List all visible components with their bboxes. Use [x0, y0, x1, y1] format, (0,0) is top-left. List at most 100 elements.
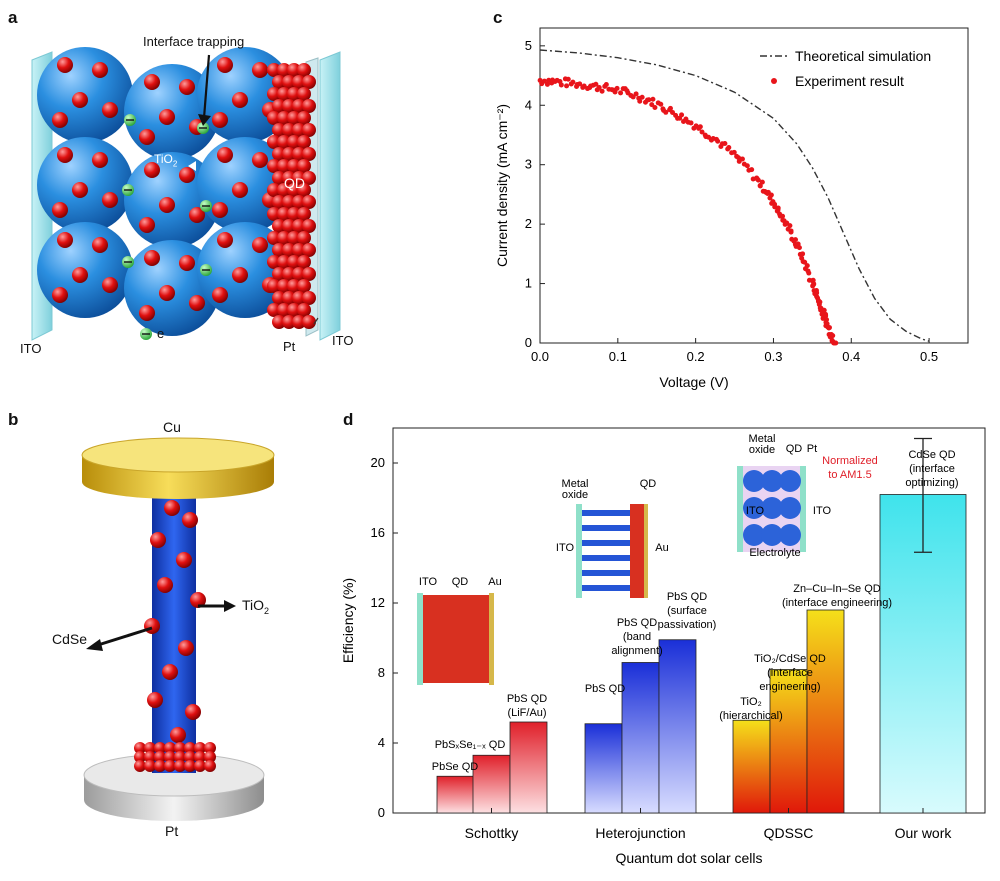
electrons	[122, 114, 212, 276]
qd-sphere	[297, 111, 311, 125]
tio2-label-a: TiO2	[154, 152, 178, 169]
qd-sphere	[272, 75, 286, 89]
qd-dot	[232, 92, 248, 108]
qd-dot	[72, 92, 88, 108]
qd-dot	[252, 152, 268, 168]
qd-sphere	[267, 183, 281, 197]
cu-label: Cu	[163, 419, 181, 435]
qd-sphere	[277, 255, 291, 269]
interface-trapping-label: Interface trapping	[143, 34, 245, 49]
qd-dot	[92, 152, 108, 168]
qd-sphere	[297, 63, 311, 77]
qd-dot	[217, 57, 233, 73]
qd-sphere	[292, 267, 306, 281]
qd-dot	[252, 62, 268, 78]
qd-sphere	[287, 231, 301, 245]
qd-sphere	[267, 279, 281, 293]
qd-sphere	[267, 159, 281, 173]
qd-sphere	[277, 63, 291, 77]
qd-sphere	[292, 219, 306, 233]
qd-sphere	[267, 63, 281, 77]
tio2-label-b: TiO2	[242, 597, 270, 616]
qd-label-a: QD	[284, 175, 305, 191]
qd-dot	[102, 277, 118, 293]
qd-dot	[92, 62, 108, 78]
qd-dot	[57, 232, 73, 248]
qd-sphere	[267, 135, 281, 149]
qd-sphere	[282, 219, 296, 233]
qd-sphere	[287, 135, 301, 149]
panel-b-letter: b	[8, 410, 19, 429]
qd-sphere	[292, 99, 306, 113]
qd-dot	[57, 57, 73, 73]
qd-dot	[144, 74, 160, 90]
ito-right-label: ITO	[332, 333, 354, 348]
qd-sphere	[302, 75, 316, 89]
qd-dot	[189, 295, 205, 311]
qd-dot	[72, 267, 88, 283]
qd-dot	[212, 202, 228, 218]
qd-sphere	[287, 111, 301, 125]
qd-dot	[252, 237, 268, 253]
qd-sphere	[277, 279, 291, 293]
qd-dot	[72, 182, 88, 198]
qd-dot	[232, 182, 248, 198]
qd-dot	[139, 217, 155, 233]
qd-sphere	[297, 87, 311, 101]
cdse-label: CdSe	[52, 631, 88, 647]
qd-dot	[144, 250, 160, 266]
ito-left-label: ITO	[20, 341, 42, 356]
qd-sphere	[282, 75, 296, 89]
qd-sphere	[292, 195, 306, 209]
qd-dot	[217, 147, 233, 163]
qd-sphere	[287, 279, 301, 293]
qd-sphere	[297, 255, 311, 269]
qd-sphere	[277, 159, 291, 173]
qd-sphere	[272, 123, 286, 137]
pt-label-a: Pt	[283, 339, 296, 354]
qd-sphere	[282, 291, 296, 305]
qd-sphere	[297, 135, 311, 149]
qd-sphere	[282, 123, 296, 137]
qd-sphere	[282, 243, 296, 257]
qd-dot	[179, 79, 195, 95]
qd-sphere	[282, 99, 296, 113]
qd-sphere	[302, 195, 316, 209]
qd-sphere	[287, 255, 301, 269]
qd-sphere	[297, 207, 311, 221]
electron-legend-label: e	[157, 326, 165, 341]
qd-sphere	[287, 159, 301, 173]
qd-sphere	[267, 207, 281, 221]
qd-sphere	[297, 231, 311, 245]
qd-sphere	[277, 87, 291, 101]
qd-sphere	[297, 183, 311, 197]
qd-sphere	[272, 243, 286, 257]
qd-sphere	[287, 303, 301, 317]
qd-sphere	[267, 111, 281, 125]
qd-dot	[159, 197, 175, 213]
qd-sphere	[272, 171, 286, 185]
qd-sphere	[272, 219, 286, 233]
qd-sphere	[292, 147, 306, 161]
qd-sphere	[272, 315, 286, 329]
qd-sphere	[282, 267, 296, 281]
qd-dot	[139, 129, 155, 145]
qd-dot	[212, 287, 228, 303]
qd-sphere	[287, 63, 301, 77]
qd-sphere	[272, 267, 286, 281]
qd-sphere	[302, 243, 316, 257]
ito-right-plate	[319, 51, 341, 341]
qd-sphere	[277, 183, 291, 197]
qd-dot	[159, 285, 175, 301]
qd-sphere	[292, 243, 306, 257]
qd-dot	[52, 287, 68, 303]
qd-dot	[159, 109, 175, 125]
qd-sphere	[277, 207, 291, 221]
qd-sphere	[302, 123, 316, 137]
qd-sphere	[292, 123, 306, 137]
panel-a-letter: a	[8, 8, 18, 27]
tio2-spheres	[37, 47, 293, 336]
qd-dot	[189, 207, 205, 223]
qd-sphere	[267, 87, 281, 101]
